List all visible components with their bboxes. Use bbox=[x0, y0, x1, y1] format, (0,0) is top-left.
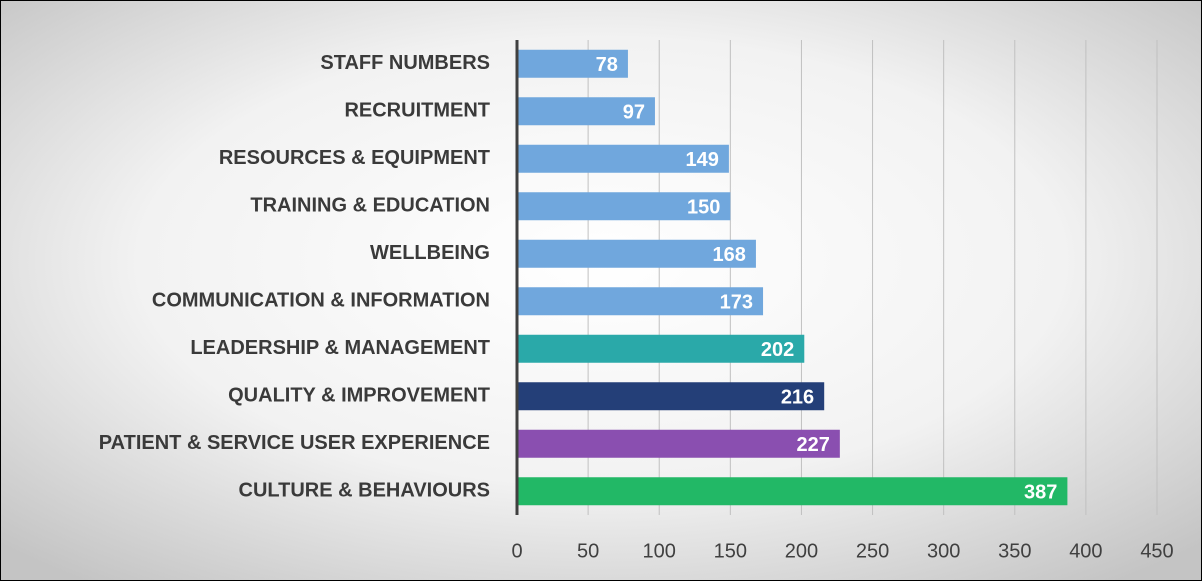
value-label: 168 bbox=[713, 244, 746, 266]
bar bbox=[517, 429, 840, 458]
bar bbox=[517, 334, 805, 363]
category-label: RESOURCES & EQUIPMENT bbox=[219, 147, 490, 169]
bar bbox=[517, 192, 731, 221]
bar bbox=[517, 287, 764, 316]
value-label: 149 bbox=[686, 149, 719, 171]
x-tick-label: 450 bbox=[1140, 540, 1173, 562]
category-label: COMMUNICATION & INFORMATION bbox=[152, 290, 490, 312]
x-tick-label: 400 bbox=[1069, 540, 1102, 562]
value-label: 173 bbox=[720, 292, 753, 314]
bar bbox=[517, 97, 655, 126]
value-label: 387 bbox=[1024, 482, 1057, 504]
category-label: STAFF NUMBERS bbox=[320, 52, 490, 74]
bar bbox=[517, 239, 756, 268]
bar bbox=[517, 477, 1068, 506]
bar bbox=[517, 49, 628, 78]
x-tick-label: 300 bbox=[927, 540, 960, 562]
value-label: 202 bbox=[761, 339, 794, 361]
value-label: 78 bbox=[596, 54, 618, 76]
x-tick-label: 100 bbox=[643, 540, 676, 562]
category-label: LEADERSHIP & MANAGEMENT bbox=[190, 337, 490, 359]
category-label: CULTURE & BEHAVIOURS bbox=[239, 480, 490, 502]
x-tick-label: 50 bbox=[577, 540, 599, 562]
bar bbox=[517, 382, 825, 411]
x-tick-label: 250 bbox=[856, 540, 889, 562]
value-label: 150 bbox=[687, 197, 720, 219]
value-label: 97 bbox=[623, 102, 645, 124]
x-tick-label: 0 bbox=[511, 540, 522, 562]
x-tick-label: 200 bbox=[785, 540, 818, 562]
bar bbox=[517, 144, 729, 173]
category-label: TRAINING & EDUCATION bbox=[250, 195, 490, 217]
x-tick-label: 350 bbox=[998, 540, 1031, 562]
x-tick-label: 150 bbox=[714, 540, 747, 562]
value-label: 227 bbox=[796, 434, 829, 456]
category-label: RECRUITMENT bbox=[344, 100, 490, 122]
category-label: WELLBEING bbox=[370, 242, 490, 264]
category-label: PATIENT & SERVICE USER EXPERIENCE bbox=[99, 432, 490, 454]
value-label: 216 bbox=[781, 387, 814, 409]
category-label: QUALITY & IMPROVEMENT bbox=[228, 385, 490, 407]
